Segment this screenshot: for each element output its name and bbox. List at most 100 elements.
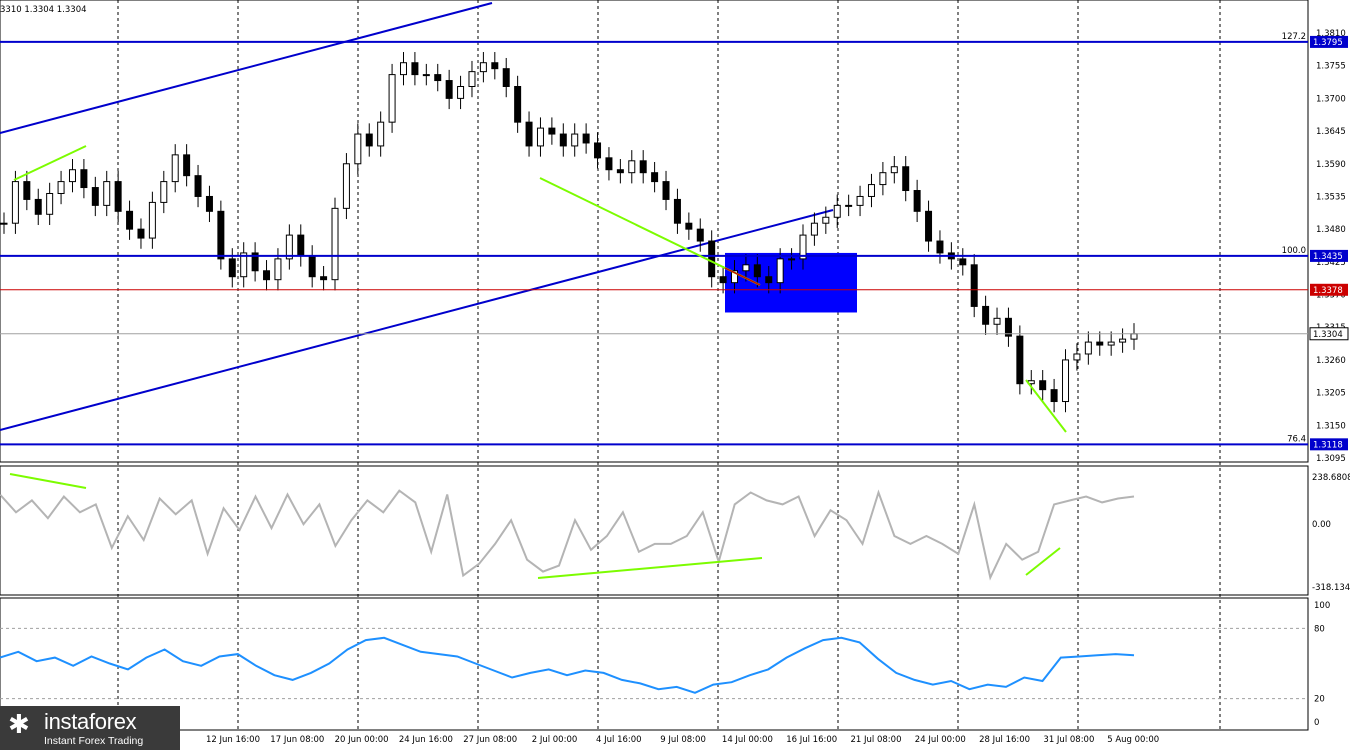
candle-body (251, 252, 259, 272)
lower-channel-line (0, 209, 834, 431)
candle-body (502, 68, 510, 87)
price-divergence-line (539, 177, 761, 286)
candle-body (11, 181, 19, 224)
rsi-panel-frame (0, 597, 1309, 731)
price-tag-value: 1.3795 (1313, 38, 1343, 48)
candle-body (240, 252, 248, 278)
time-tick-label: 4 Jul 16:00 (596, 735, 642, 745)
candle-body (514, 85, 522, 123)
candle-body (399, 62, 407, 76)
fib-level-label: 100.0 (1282, 246, 1306, 256)
candle-body (982, 305, 990, 325)
candle-body (1107, 341, 1115, 346)
candle-body (342, 163, 350, 209)
candle-body (171, 154, 179, 183)
candle-body (662, 181, 670, 200)
candle-body (103, 181, 111, 206)
candle-body (148, 201, 156, 239)
candle-body (742, 264, 750, 272)
consolidation-box (725, 252, 857, 313)
candle-body (388, 74, 396, 123)
candle-body (23, 181, 31, 200)
candle-body (970, 264, 978, 307)
candle-body (845, 204, 853, 207)
candle-body (536, 127, 544, 147)
upper-channel-line (0, 2, 493, 134)
candle-body (890, 166, 898, 174)
candle-body (913, 190, 921, 212)
candle-body (285, 234, 293, 260)
candle-body (993, 317, 1001, 325)
time-tick-label: 24 Jun 16:00 (399, 735, 453, 745)
logo-name: instaforex (44, 709, 137, 734)
candle-body (594, 142, 602, 159)
candle-body (46, 192, 54, 215)
candle-body (434, 74, 442, 82)
candle-body (320, 276, 328, 281)
candle-body (422, 74, 430, 77)
instaforex-logo: ✱ instaforex Instant Forex Trading (0, 706, 180, 750)
price-tag (1310, 249, 1348, 262)
time-tick-label: 12 Jun 16:00 (206, 735, 260, 745)
time-tick-label: 27 Jun 08:00 (463, 735, 517, 745)
candle-body (183, 154, 191, 177)
price-tick-label: 1.3590 (1316, 160, 1346, 170)
candle-body (68, 169, 76, 183)
cci-tick-label: -318.134 (1312, 583, 1350, 593)
candle-body (137, 228, 145, 239)
candle-body (1039, 380, 1047, 391)
price-tag-value: 1.3378 (1313, 286, 1343, 296)
price-tick-label: 1.3150 (1316, 421, 1346, 431)
candle-body (331, 207, 339, 281)
candle-body (126, 210, 134, 230)
cci-divergence-line (1025, 547, 1061, 576)
price-tick-label: 1.3810 (1316, 29, 1346, 39)
price-tag-value: 1.3304 (1313, 330, 1343, 340)
candle-body (80, 169, 88, 189)
candle-body (753, 264, 761, 278)
candle-body (788, 258, 796, 261)
candle-body (936, 240, 944, 254)
price-tick-label: 1.3645 (1316, 127, 1346, 137)
price-tick-label: 1.3425 (1316, 258, 1346, 268)
cci-divergence-line (9, 473, 87, 489)
candle-body (57, 181, 65, 194)
rsi-tick-label: 0 (1314, 718, 1319, 728)
candle-body (799, 234, 807, 260)
candle-body (308, 255, 316, 278)
candle-body (879, 172, 887, 186)
candle-body (194, 175, 202, 197)
candle-body (114, 181, 122, 212)
time-tick-label: 16 Jul 16:00 (786, 735, 837, 745)
candle-body (274, 258, 282, 281)
candle-body (582, 133, 590, 144)
cci-panel-frame (0, 465, 1309, 596)
price-tag (1309, 327, 1349, 341)
candle-body (479, 62, 487, 73)
candle-body (365, 133, 373, 147)
candle-body (548, 127, 556, 135)
price-tick-label: 1.3260 (1316, 356, 1346, 366)
candle-body (856, 195, 864, 206)
candle-body (731, 270, 739, 284)
price-tick-label: 1.3480 (1316, 225, 1346, 235)
time-tick-label: 17 Jun 08:00 (270, 735, 324, 745)
price-tick-label: 1.3095 (1316, 454, 1346, 464)
price-tick-label: 1.3535 (1316, 192, 1346, 202)
candle-body (925, 210, 933, 242)
candle-body (297, 234, 305, 257)
time-tick-label: 31 Jul 08:00 (1043, 735, 1094, 745)
candle-body (217, 210, 225, 260)
time-tick-label: 21 Jul 08:00 (851, 735, 902, 745)
logo-tagline: Instant Forex Trading (44, 735, 144, 747)
cci-tick-label: 0.00 (1312, 520, 1331, 530)
time-tick-label: 5 Aug 00:00 (1107, 735, 1159, 745)
price-tick-label: 1.3205 (1316, 389, 1346, 399)
candle-body (1050, 389, 1058, 403)
candle-body (628, 160, 636, 174)
candle-body (160, 181, 168, 203)
candle-body (228, 258, 236, 278)
candle-body (525, 121, 533, 147)
price-tag (1310, 438, 1348, 451)
